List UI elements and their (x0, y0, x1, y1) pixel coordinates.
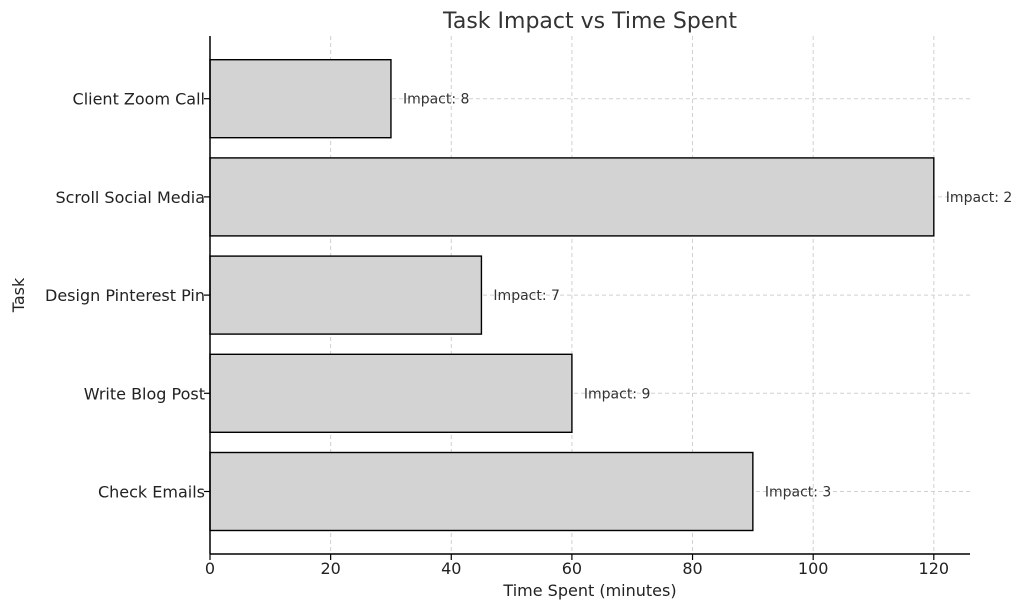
x-tick-label: 20 (320, 559, 340, 578)
data-label: Impact: 2 (946, 190, 1013, 206)
data-label: Impact: 8 (403, 92, 470, 108)
x-tick-label: 80 (682, 559, 702, 578)
x-tick-label: 100 (798, 559, 829, 578)
y-axis-label: Task (9, 277, 28, 313)
y-tick-label: Write Blog Post (84, 384, 205, 403)
bar (209, 255, 483, 335)
y-tick-label: Design Pinterest Pin (45, 286, 205, 305)
x-tick-label: 60 (562, 559, 582, 578)
y-tick-label: Client Zoom Call (73, 90, 205, 109)
bars (209, 59, 935, 532)
x-tick-label: 0 (205, 559, 215, 578)
annotations: Impact: 3 Impact: 9 Impact: 7 Impact: 2 Impa… (403, 92, 1012, 501)
bar (209, 157, 935, 237)
bar (209, 451, 754, 532)
bar (209, 59, 392, 139)
y-tick-label: Scroll Social Media (55, 188, 205, 207)
y-tick-label: Check Emails (98, 483, 205, 502)
x-ticks: 0 20 40 60 80 100 120 (205, 554, 949, 578)
x-axis-label: Time Spent (minutes) (502, 581, 676, 600)
data-label: Impact: 3 (765, 485, 832, 501)
chart-title: Task Impact vs Time Spent (442, 9, 737, 34)
x-tick-label: 40 (441, 559, 461, 578)
y-ticks: Check Emails Write Blog Post Design Pinter… (45, 90, 210, 502)
x-tick-label: 120 (919, 559, 950, 578)
bar (209, 353, 573, 433)
data-label: Impact: 7 (493, 288, 560, 304)
data-label: Impact: 9 (584, 386, 651, 402)
